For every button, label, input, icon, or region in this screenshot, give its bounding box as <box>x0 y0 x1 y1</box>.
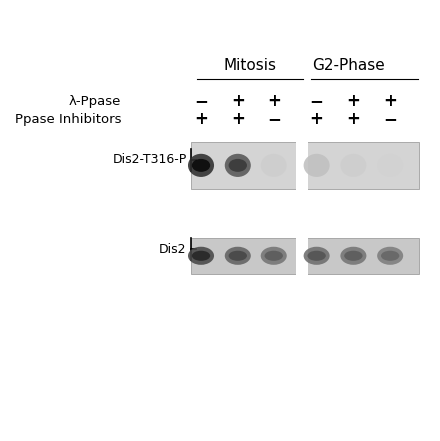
Ellipse shape <box>308 251 326 261</box>
Text: G2-Phase: G2-Phase <box>312 58 385 73</box>
Ellipse shape <box>188 154 214 177</box>
Ellipse shape <box>377 247 403 265</box>
Text: Dis2: Dis2 <box>159 243 187 256</box>
Text: +: + <box>231 93 245 110</box>
Ellipse shape <box>188 247 214 265</box>
Ellipse shape <box>344 251 363 261</box>
Ellipse shape <box>261 247 287 265</box>
Text: −: − <box>383 110 397 128</box>
Ellipse shape <box>341 154 367 177</box>
Ellipse shape <box>192 159 210 172</box>
Ellipse shape <box>261 154 287 177</box>
Bar <box>296 140 308 191</box>
Ellipse shape <box>192 251 210 261</box>
Ellipse shape <box>229 251 247 261</box>
Ellipse shape <box>341 247 367 265</box>
Text: −: − <box>194 93 208 110</box>
Text: +: + <box>194 110 208 128</box>
Ellipse shape <box>377 154 403 177</box>
Text: +: + <box>231 110 245 128</box>
Ellipse shape <box>225 154 251 177</box>
Ellipse shape <box>229 159 247 172</box>
Ellipse shape <box>225 247 251 265</box>
Bar <box>191 238 419 274</box>
Text: −: − <box>310 93 323 110</box>
Ellipse shape <box>304 154 330 177</box>
Text: +: + <box>310 110 323 128</box>
Text: λ-Ppase: λ-Ppase <box>69 95 121 108</box>
Text: −: − <box>267 110 281 128</box>
Text: +: + <box>267 93 281 110</box>
Ellipse shape <box>381 251 400 261</box>
Text: +: + <box>383 93 397 110</box>
Ellipse shape <box>304 247 330 265</box>
Text: +: + <box>346 93 360 110</box>
Text: Mitosis: Mitosis <box>224 58 276 73</box>
Bar <box>296 235 308 276</box>
Text: +: + <box>346 110 360 128</box>
Bar <box>191 142 419 189</box>
Text: Dis2-T316-P: Dis2-T316-P <box>113 153 187 166</box>
Ellipse shape <box>264 251 283 261</box>
Text: Ppase Inhibitors: Ppase Inhibitors <box>15 112 121 126</box>
